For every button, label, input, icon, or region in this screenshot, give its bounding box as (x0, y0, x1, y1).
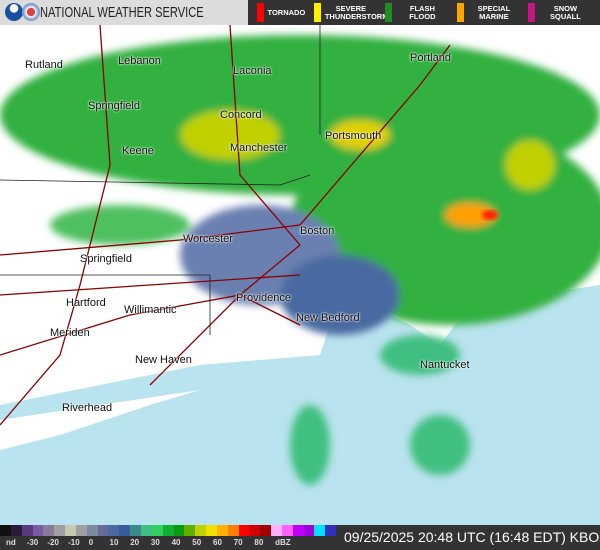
scale-tick: dBZ (275, 538, 291, 547)
warning-swatch (313, 3, 321, 22)
warning-label: SPECIAL MARINE (477, 3, 511, 21)
footer: nd -30 -20 -10 0 10 20 30 40 50 60 70 80 dBZ 09/25/20… (0, 525, 600, 550)
city-label: Portsmouth (325, 130, 382, 142)
scale-tick: 0 (88, 538, 94, 547)
city-label: Springfield (80, 253, 132, 265)
city-label: Portland (410, 52, 451, 64)
borders (0, 25, 321, 335)
scale-swatch (97, 525, 109, 536)
scale-tick: 60 (213, 538, 222, 547)
scale-tick: 30 (150, 538, 160, 547)
scale-swatch (260, 525, 272, 536)
scale-tick: -10 (68, 538, 80, 547)
scale-tick: 70 (233, 538, 243, 547)
scale-swatch (0, 525, 11, 536)
scale-swatch (86, 525, 98, 536)
highways (0, 25, 451, 426)
scale-swatch (162, 525, 174, 536)
scale-swatch (292, 525, 304, 536)
warning-swatch (528, 3, 536, 22)
warning-swatch (256, 3, 264, 22)
city-label: Providence (236, 292, 292, 304)
city-label: Hartford (66, 297, 106, 309)
scale-swatch (195, 525, 207, 536)
warning-swatch (385, 3, 393, 22)
city-label: Nantucket (420, 359, 470, 371)
header: NATIONAL WEATHER SERVICE TORNADO SEVERE T… (0, 0, 600, 25)
city-label: Boston (300, 225, 335, 237)
nws-logo (22, 3, 40, 21)
scale-tick: 20 (130, 538, 140, 547)
warning-snow-squall: SNOW SQUALL (528, 3, 591, 22)
scale-swatch (227, 525, 239, 536)
scale-swatch (75, 525, 87, 536)
radar-echoes (0, 35, 600, 485)
scale-swatch (173, 525, 185, 536)
scale-swatch (10, 525, 22, 536)
scale-tick: 80 (254, 538, 264, 547)
city-label: Worcester (183, 233, 233, 245)
scale-swatch (108, 525, 120, 536)
timestamp: 09/25/2025 20:48 UTC (16:48 EDT) KBOX (344, 529, 600, 545)
radar-map-svg (0, 25, 600, 485)
warning-label: TORNADO (267, 7, 306, 17)
city-label: Springfield (88, 100, 140, 112)
scale-swatch (65, 525, 76, 536)
scale-swatch (249, 525, 261, 536)
city-label: Keene (122, 145, 154, 157)
scale-tick: -30 (26, 538, 39, 547)
noaa-logo (5, 3, 23, 21)
city-label: Willimantic (124, 304, 177, 316)
scale-swatch (140, 525, 152, 536)
scale-tick: nd (6, 538, 16, 547)
city-label: Rutland (25, 59, 63, 71)
city-label: Lebanon (118, 55, 161, 67)
warning-label: FLASH FLOOD (409, 3, 436, 21)
city-label: Meriden (50, 327, 90, 339)
scale-swatch (43, 525, 55, 536)
warning-legend: TORNADO SEVERE THUNDERSTORM FLASH FLOOD SPE… (248, 0, 600, 25)
scale-swatch (119, 525, 131, 536)
page-title: NATIONAL WEATHER SERVICE (40, 4, 204, 21)
warning-tornado: TORNADO (256, 3, 306, 22)
city-label: Riverhead (62, 402, 113, 414)
scale-swatch (314, 525, 326, 536)
warning-flash-flood: FLASH FLOOD (385, 3, 448, 22)
warning-label: SNOW SQUALL (550, 3, 581, 21)
dbz-color-scale (0, 525, 337, 536)
scale-swatch (130, 525, 141, 536)
radar-map[interactable]: Rutland Lebanon Laconia Springfield Concord K… (0, 25, 600, 525)
city-label: Manchester (230, 142, 288, 154)
scale-swatch (238, 525, 250, 536)
scale-swatch (303, 525, 315, 536)
scale-swatch (216, 525, 228, 536)
warning-label: SEVERE THUNDERSTORM (324, 3, 389, 21)
scale-tick: 40 (171, 538, 181, 547)
warning-special-marine: SPECIAL MARINE (456, 3, 520, 22)
warning-severe-thunderstorm: SEVERE THUNDERSTORM (313, 3, 389, 22)
scale-swatch (151, 525, 163, 536)
scale-swatch (54, 525, 66, 536)
radar-core (482, 210, 498, 220)
city-label: Concord (220, 109, 262, 121)
scale-swatch (206, 525, 217, 536)
city-label: New Haven (135, 354, 192, 366)
city-label: Laconia (233, 65, 272, 77)
scale-swatch (184, 525, 196, 536)
scale-swatch (325, 525, 337, 536)
scale-swatch (21, 525, 33, 536)
scale-swatch (32, 525, 44, 536)
scale-tick: 50 (192, 538, 202, 547)
scale-swatch (281, 525, 293, 536)
city-label: New Bedford (296, 312, 360, 324)
scale-swatch (271, 525, 282, 536)
warning-swatch (456, 3, 464, 22)
scale-tick: 10 (109, 538, 119, 547)
scale-tick: -20 (47, 538, 59, 547)
